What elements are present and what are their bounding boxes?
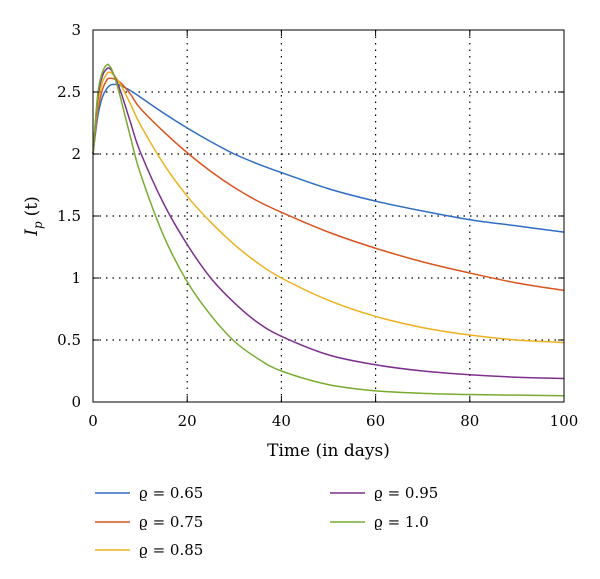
x-tick-label: 40 — [272, 412, 291, 430]
series-line-1 — [92, 83, 565, 233]
series-line-3 — [92, 71, 565, 344]
y-tick-label: 0 — [71, 393, 81, 411]
tick-labels: 0 20 40 60 80 100 0 0.5 1 1.5 2 2.5 3 — [57, 21, 578, 430]
legend-label-1: ϱ = 0.65 — [139, 484, 203, 502]
x-tick-label: 60 — [366, 412, 385, 430]
legend: ϱ = 0.65 ϱ = 0.75 ϱ = 0.85 ϱ = 0.95 ϱ = 1.0 — [95, 484, 438, 559]
y-axis-title: Ip (t) — [22, 196, 45, 237]
y-axis-title-main: I — [22, 229, 42, 237]
y-tick-label: 0.5 — [57, 331, 81, 349]
y-tick-label: 3 — [71, 21, 81, 39]
series-line-4 — [92, 67, 565, 380]
legend-label-2: ϱ = 0.75 — [139, 513, 203, 531]
grid-lines — [93, 30, 564, 402]
y-axis-title-sub: p — [31, 221, 45, 229]
x-tick-label: 80 — [460, 412, 479, 430]
series-line-2 — [92, 77, 565, 292]
series-line-5 — [92, 63, 565, 397]
y-tick-label: 1.5 — [57, 207, 81, 225]
x-tick-label: 100 — [550, 412, 579, 430]
x-axis-title: Time (in days) — [267, 441, 390, 461]
y-tick-label: 2 — [71, 145, 81, 163]
x-tick-label: 20 — [178, 412, 197, 430]
y-tick-label: 2.5 — [57, 83, 81, 101]
series-lines — [92, 63, 565, 397]
x-tick-label: 0 — [88, 412, 98, 430]
legend-label-4: ϱ = 0.95 — [374, 484, 438, 502]
legend-label-3: ϱ = 0.85 — [139, 541, 203, 559]
legend-label-5: ϱ = 1.0 — [374, 513, 429, 531]
y-axis-title-rest: (t) — [22, 196, 42, 216]
y-tick-label: 1 — [71, 269, 81, 287]
axis-ticks — [92, 29, 565, 403]
